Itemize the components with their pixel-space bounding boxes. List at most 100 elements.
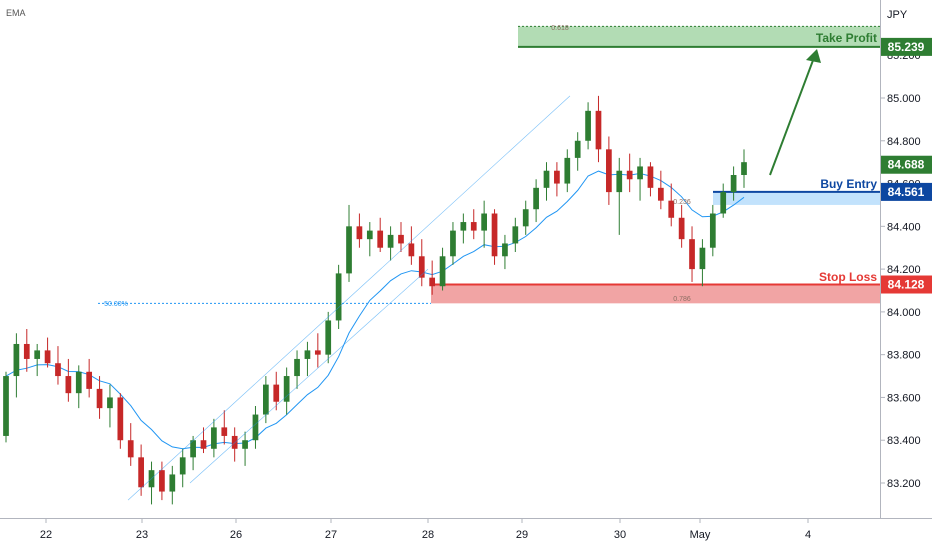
candle-body bbox=[13, 343, 20, 377]
candle-body bbox=[127, 440, 134, 458]
take-profit-label: Take Profit bbox=[816, 31, 877, 45]
stop-loss-price-box-text: 84.128 bbox=[888, 278, 925, 292]
candle-body bbox=[699, 247, 706, 270]
candle-body bbox=[252, 414, 259, 441]
candle-body bbox=[585, 110, 591, 141]
candle-body bbox=[273, 384, 280, 402]
candle-body bbox=[502, 243, 508, 257]
candle-body bbox=[138, 457, 144, 488]
take-profit-zone bbox=[518, 26, 880, 47]
take-profit-price-box-bg bbox=[881, 37, 932, 56]
candle-body bbox=[398, 234, 404, 244]
indicator-label: EMA bbox=[6, 8, 26, 18]
candle-body bbox=[543, 170, 550, 188]
y-tick-label: 84.800 bbox=[887, 136, 921, 148]
buy-entry-price-box-text: 84.561 bbox=[888, 185, 925, 199]
candle-body bbox=[626, 170, 633, 180]
candle-body bbox=[221, 427, 228, 436]
stop-loss-zone bbox=[431, 284, 880, 304]
x-tick-label: 27 bbox=[325, 529, 337, 541]
candle-body bbox=[595, 110, 602, 150]
buy-entry-price-box-bg bbox=[881, 182, 932, 201]
candle-body bbox=[647, 166, 654, 188]
y-tick-label: 85.000 bbox=[887, 93, 921, 105]
current-price-box: 84.688 bbox=[881, 155, 932, 174]
candle-body bbox=[439, 256, 446, 287]
candle-body bbox=[668, 200, 675, 218]
candle-body bbox=[429, 277, 436, 287]
trade-zones bbox=[98, 25, 880, 304]
candle-body bbox=[460, 222, 467, 231]
current-price-box-text: 84.688 bbox=[888, 158, 925, 172]
x-tick-label: 22 bbox=[40, 529, 52, 541]
x-tick-label: 4 bbox=[805, 529, 811, 541]
stop-loss-price-box-bg bbox=[881, 275, 932, 294]
candle-body bbox=[564, 157, 571, 184]
fib-786-label: 0.786 bbox=[673, 296, 691, 303]
annotation-overlays: 0.618 50.00% 0.236 0.786 Take Profit Buy Entr… bbox=[104, 25, 877, 501]
candle-body bbox=[450, 230, 456, 257]
candle-body bbox=[179, 457, 186, 475]
candle-body bbox=[491, 213, 498, 257]
candle-body bbox=[730, 175, 737, 193]
candle-body bbox=[190, 440, 196, 458]
candle-body bbox=[200, 440, 207, 449]
candle-body bbox=[709, 213, 716, 248]
fib-236-label: 0.236 bbox=[673, 199, 691, 206]
candle-body bbox=[86, 371, 93, 389]
x-tick-label: 28 bbox=[422, 529, 434, 541]
candle-body bbox=[418, 256, 425, 278]
stop-loss-label: Stop Loss bbox=[819, 270, 877, 284]
candle-body bbox=[107, 397, 113, 409]
candle-body bbox=[387, 234, 394, 248]
y-tick-label: 84.200 bbox=[887, 264, 921, 276]
current-price-box-bg bbox=[881, 155, 932, 174]
candle-body bbox=[44, 350, 51, 364]
candle-body bbox=[242, 440, 248, 449]
candle-body bbox=[689, 239, 695, 270]
candle-body bbox=[408, 243, 415, 257]
y-tick-label: 83.400 bbox=[887, 435, 921, 447]
candle-body bbox=[637, 166, 643, 180]
candle-body bbox=[335, 273, 342, 321]
y-axis[interactable]: 83.200 83.400 83.600 83.800 84.000 84.200 84.4… bbox=[880, 9, 932, 490]
candle-body bbox=[554, 170, 560, 184]
candle-body bbox=[377, 230, 384, 248]
target-arrow-head bbox=[806, 49, 821, 63]
candle-body bbox=[325, 320, 332, 355]
currency-label: JPY bbox=[887, 9, 908, 21]
candle-body bbox=[678, 217, 685, 240]
candle-body bbox=[481, 213, 487, 231]
fib-618-label: 0.618 bbox=[551, 25, 569, 32]
candle-body bbox=[117, 397, 124, 441]
x-tick-label: May bbox=[690, 529, 711, 541]
candle-body bbox=[314, 350, 321, 355]
candle-body bbox=[34, 350, 41, 359]
candle-body bbox=[23, 343, 30, 359]
indicator-legend[interactable]: EMA bbox=[6, 8, 26, 18]
candle-body bbox=[346, 226, 352, 274]
candle-body bbox=[159, 470, 165, 492]
y-tick-label: 84.000 bbox=[887, 307, 921, 319]
candle-body bbox=[657, 187, 664, 201]
candle-body bbox=[720, 192, 727, 214]
y-tick-label: 84.400 bbox=[887, 221, 921, 233]
take-profit-price-box: 85.239 bbox=[881, 37, 932, 56]
x-tick-label: 26 bbox=[230, 529, 242, 541]
candle-body bbox=[522, 209, 529, 227]
candle-body bbox=[283, 376, 290, 402]
x-tick-label: 29 bbox=[516, 529, 528, 541]
candle-body bbox=[512, 226, 519, 244]
candle-body bbox=[616, 170, 623, 193]
x-axis[interactable]: 22 23 26 27 28 29 30 May 4 bbox=[40, 518, 811, 541]
buy-entry-zone bbox=[713, 191, 880, 205]
candle-body bbox=[470, 222, 477, 231]
candle-body bbox=[574, 140, 581, 158]
fib-trendline-a bbox=[127, 95, 571, 501]
y-tick-label: 83.200 bbox=[887, 478, 921, 490]
buy-entry-price-box: 84.561 bbox=[881, 182, 932, 201]
take-profit-price-box-text: 85.239 bbox=[888, 40, 925, 54]
